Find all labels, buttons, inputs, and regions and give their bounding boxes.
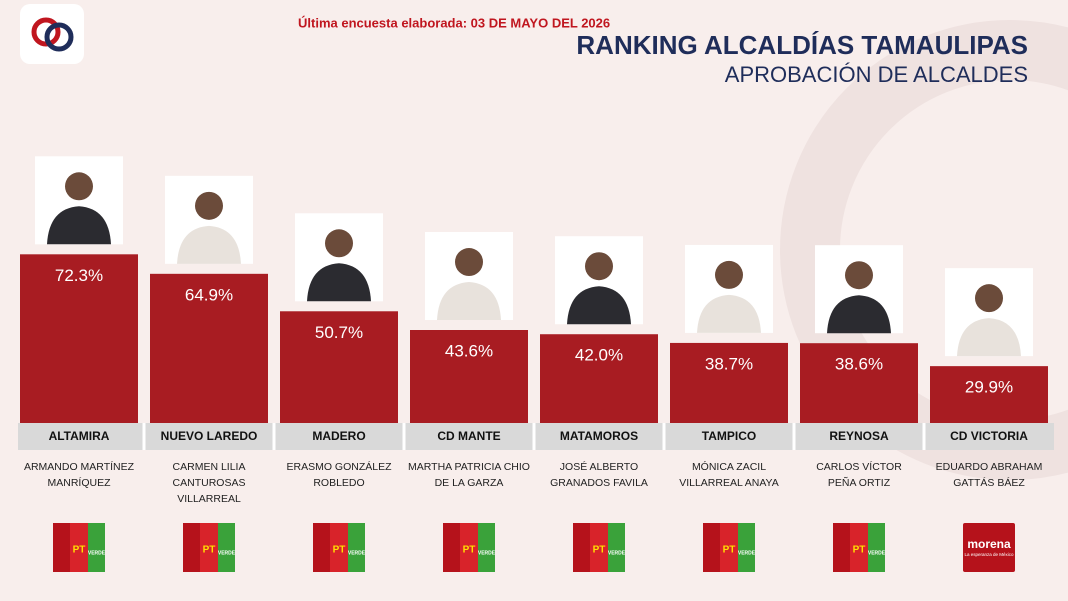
survey-date: Última encuesta elaborada: 03 DE MAYO DE… xyxy=(298,15,610,30)
logo-text: PT xyxy=(203,545,216,556)
value-label: 38.7% xyxy=(705,354,753,373)
candidate-name: ARMANDO MARTÍNEZ xyxy=(24,460,135,473)
photo-body xyxy=(437,282,501,321)
x-tick-label: CD MANTE xyxy=(437,429,500,443)
logo-text: VERDE xyxy=(218,550,236,556)
logo-right xyxy=(218,523,235,572)
logo-left xyxy=(833,523,850,572)
photo-head xyxy=(65,172,93,201)
photo-body xyxy=(177,225,241,264)
logo-mid xyxy=(330,523,348,572)
candidate-name: CANTUROSAS xyxy=(173,477,246,489)
candidate-name: MÓNICA ZACIL xyxy=(692,460,766,473)
value-label: 43.6% xyxy=(445,341,493,360)
photo-body xyxy=(47,206,111,245)
x-tick-label: TAMPICO xyxy=(702,429,756,443)
bar xyxy=(150,273,268,445)
logo-right xyxy=(738,523,755,572)
chart-title: RANKING ALCALDÍAS TAMAULIPAS xyxy=(576,30,1028,60)
logo-right xyxy=(88,523,105,572)
candidate-name: DE LA GARZA xyxy=(435,477,504,489)
photo-body xyxy=(827,295,891,334)
logo-left xyxy=(443,523,460,572)
logo-text: VERDE xyxy=(738,550,756,556)
logo-right xyxy=(348,523,365,572)
photo-body xyxy=(957,318,1021,357)
logo-text: La esperanza de México xyxy=(964,552,1014,557)
candidate-name: GATTÁS BÁEZ xyxy=(953,476,1025,489)
value-label: 72.3% xyxy=(55,266,103,285)
value-label: 29.9% xyxy=(965,378,1013,397)
bar xyxy=(20,254,138,445)
photo-head xyxy=(195,191,223,220)
photo-head xyxy=(845,261,873,290)
candidate-name: PEÑA ORTIZ xyxy=(828,476,891,489)
photo-head xyxy=(975,284,1003,313)
logo-text: PT xyxy=(463,545,476,556)
logo-left xyxy=(53,523,70,572)
brand-logo-ring xyxy=(31,17,61,47)
chart-subtitle: APROBACIÓN DE ALCALDES xyxy=(725,62,1028,87)
value-label: 38.6% xyxy=(835,355,883,374)
category-strip xyxy=(18,423,1054,450)
logo-text: VERDE xyxy=(348,550,366,556)
logo-right xyxy=(478,523,495,572)
candidate-name: EDUARDO ABRAHAM xyxy=(936,461,1043,473)
brand-logo xyxy=(20,4,84,64)
bar xyxy=(280,311,398,445)
x-tick-label: MATAMOROS xyxy=(560,429,638,443)
candidate-name: MARTHA PATRICIA CHIO xyxy=(408,461,530,473)
candidate-name: MANRÍQUEZ xyxy=(48,476,112,489)
candidate-name: JOSÉ ALBERTO xyxy=(560,460,638,473)
logo-left xyxy=(313,523,330,572)
value-label: 64.9% xyxy=(185,285,233,304)
logo-text: VERDE xyxy=(868,550,886,556)
brand-logo-ring xyxy=(44,22,74,52)
candidate-name: ERASMO GONZÁLEZ xyxy=(286,460,392,473)
logo-left xyxy=(183,523,200,572)
logo-text: VERDE xyxy=(478,550,496,556)
candidate-name: VILLARREAL xyxy=(177,493,241,505)
logo-mid xyxy=(70,523,88,572)
photo-body xyxy=(567,286,631,325)
logo-left xyxy=(573,523,590,572)
logo-mid xyxy=(460,523,478,572)
x-tick-label: MADERO xyxy=(312,429,365,443)
candidate-name: CARMEN LILIA xyxy=(173,461,246,473)
logo-text: PT xyxy=(73,545,86,556)
x-tick-label: CD VICTORIA xyxy=(950,429,1028,443)
candidate-name: CARLOS VÍCTOR xyxy=(816,460,902,473)
logo-text: morena xyxy=(967,537,1011,551)
candidate-name: GRANADOS FAVILA xyxy=(550,477,648,489)
photo-body xyxy=(307,263,371,302)
candidate-name: VILLARREAL ANAYA xyxy=(679,477,779,489)
photo-head xyxy=(715,260,743,289)
logo-right xyxy=(608,523,625,572)
x-tick-label: ALTAMIRA xyxy=(49,429,110,443)
logo-mid xyxy=(850,523,868,572)
x-tick-label: REYNOSA xyxy=(829,429,889,443)
value-label: 42.0% xyxy=(575,346,623,365)
photo-head xyxy=(455,248,483,277)
logo-mid xyxy=(200,523,218,572)
logo-mid xyxy=(590,523,608,572)
logo-text: PT xyxy=(853,545,866,556)
logo-right xyxy=(868,523,885,572)
photo-body xyxy=(697,294,761,333)
logo-mid xyxy=(720,523,738,572)
logo-text: PT xyxy=(333,545,346,556)
logo-left xyxy=(703,523,720,572)
photo-head xyxy=(325,229,353,258)
x-tick-label: NUEVO LAREDO xyxy=(161,429,258,443)
logo-box xyxy=(963,523,1015,572)
logo-text: VERDE xyxy=(88,550,106,556)
logo-text: PT xyxy=(593,545,606,556)
photo-head xyxy=(585,252,613,281)
logo-text: VERDE xyxy=(608,550,626,556)
candidate-name: ROBLEDO xyxy=(313,477,364,489)
logo-text: PT xyxy=(723,545,736,556)
value-label: 50.7% xyxy=(315,323,363,342)
